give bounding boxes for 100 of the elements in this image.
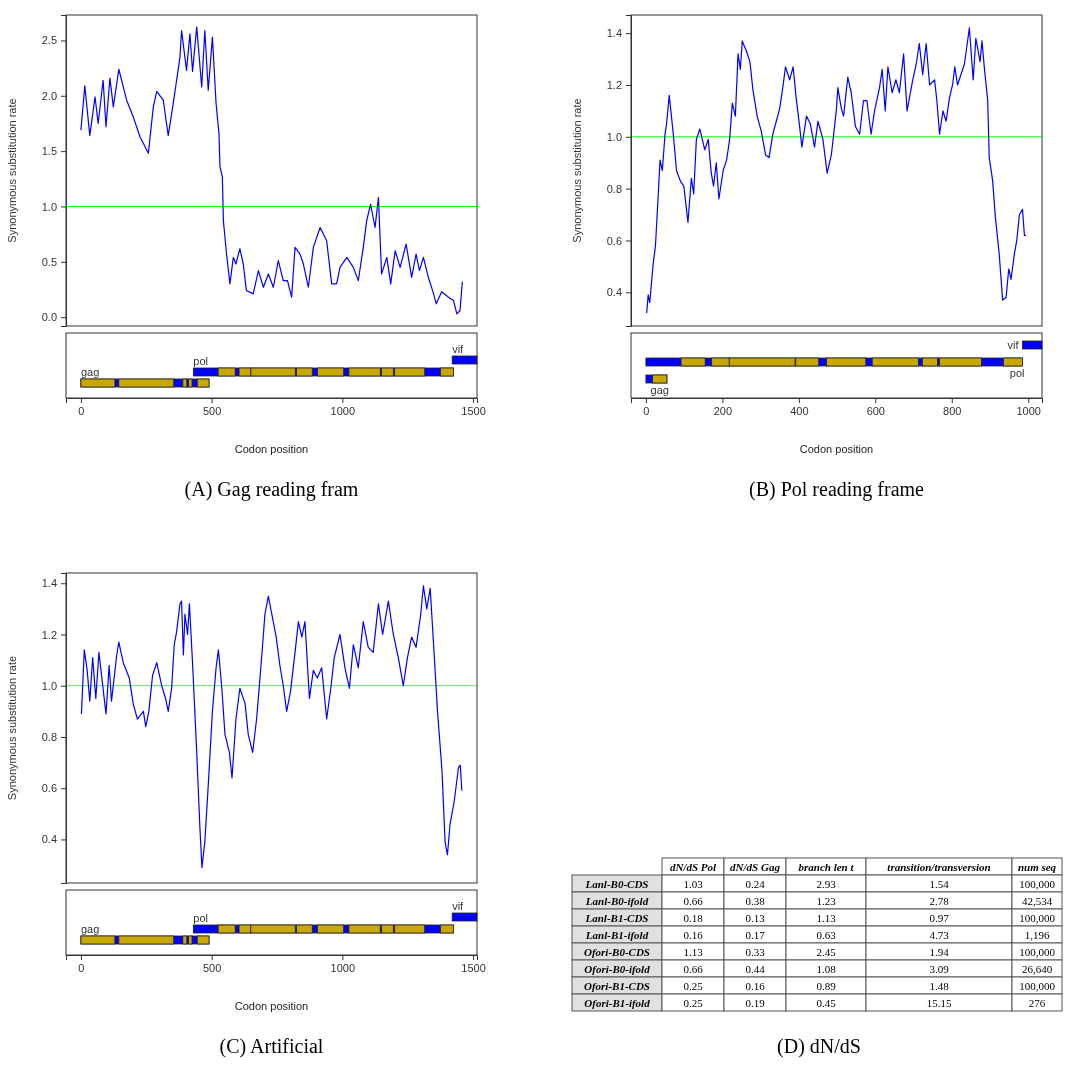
x-tick-label: 0 bbox=[78, 961, 85, 974]
data-label: 4.73 bbox=[929, 928, 950, 941]
line-series bbox=[80, 26, 463, 315]
y-tick-label: 1.2 bbox=[606, 78, 622, 91]
category-label: Lanl-B0-ifold bbox=[584, 894, 649, 907]
x-axis-title: Codon position bbox=[234, 1000, 309, 1012]
data-label: 0.13 bbox=[745, 911, 766, 924]
y-tick-label: 0.8 bbox=[41, 730, 57, 743]
y-axis-title: Synonymous substitution rate bbox=[6, 655, 18, 801]
data-label: 0.16 bbox=[683, 928, 704, 941]
y-tick-label: 0.6 bbox=[606, 234, 622, 247]
x-tick-label: 400 bbox=[790, 404, 809, 417]
y-tick-label: 0.4 bbox=[606, 286, 622, 299]
y-tick-label: 1.5 bbox=[41, 145, 57, 158]
category-label: Ofori-B0-ifold bbox=[584, 962, 651, 975]
data-label: 1.54 bbox=[929, 877, 950, 890]
series-label: dN/dS Gag bbox=[730, 860, 781, 873]
text: (A) Gag reading fram bbox=[184, 478, 359, 501]
series-label: num seq bbox=[1017, 860, 1057, 873]
data-label: 0.45 bbox=[816, 996, 837, 1009]
data-label: 0.16 bbox=[745, 979, 766, 992]
data-label: 0.63 bbox=[816, 928, 837, 941]
y-tick-label: 2.5 bbox=[41, 34, 57, 47]
text: vif bbox=[1007, 339, 1020, 351]
data-label: 100,000 bbox=[1019, 945, 1056, 958]
data-label: 0.44 bbox=[745, 962, 766, 975]
y-tick-label: 1.0 bbox=[41, 679, 57, 692]
data-label: 1.08 bbox=[816, 962, 837, 975]
text: pol bbox=[193, 912, 209, 924]
data-label: 1.94 bbox=[929, 945, 950, 958]
data-label: 100,000 bbox=[1019, 979, 1056, 992]
data-label: 0.66 bbox=[683, 894, 704, 907]
data-label: 0.17 bbox=[745, 928, 766, 941]
data-label: 1.13 bbox=[816, 911, 837, 924]
y-tick-label: 1.2 bbox=[41, 628, 57, 641]
x-tick-label: 600 bbox=[866, 404, 885, 417]
text: vif bbox=[452, 343, 465, 355]
y-axis-title: Synonymous substitution rate bbox=[6, 98, 18, 243]
data-label: 0.25 bbox=[683, 979, 704, 992]
data-label: 0.33 bbox=[745, 945, 766, 958]
category-label: Lanl-B0-CDS bbox=[584, 877, 649, 890]
data-label: 0.97 bbox=[929, 911, 950, 924]
x-tick-label: 0 bbox=[78, 404, 85, 417]
data-label: 15.15 bbox=[926, 996, 952, 1009]
data-label: 2.93 bbox=[816, 877, 837, 890]
y-tick-label: 2.0 bbox=[41, 89, 57, 102]
x-tick-label: 0 bbox=[643, 404, 650, 417]
y-tick-label: 1.0 bbox=[606, 130, 622, 143]
category-label: Ofori-B1-CDS bbox=[583, 979, 651, 992]
legend-label: transition/transversion bbox=[887, 860, 991, 873]
data-label: 2.45 bbox=[816, 945, 837, 958]
y-tick-label: 0.6 bbox=[41, 782, 57, 795]
x-tick-label: 200 bbox=[713, 404, 733, 417]
data-label: 0.19 bbox=[745, 996, 766, 1009]
data-label: 1.23 bbox=[816, 894, 837, 907]
x-axis-title: Codon position bbox=[799, 443, 874, 455]
data-label: 1,196 bbox=[1024, 928, 1050, 941]
line-series bbox=[646, 27, 1027, 314]
y-tick-label: 0.5 bbox=[41, 255, 57, 268]
line-series bbox=[80, 585, 463, 869]
x-tick-label: 500 bbox=[202, 404, 222, 417]
data-label: 100,000 bbox=[1019, 877, 1056, 890]
category-label: Ofori-B1-ifold bbox=[584, 996, 651, 1009]
category-label: Ofori-B0-CDS bbox=[583, 945, 651, 958]
data-label: 1.03 bbox=[683, 877, 704, 890]
data-label: 1.13 bbox=[683, 945, 704, 958]
data-label: 0.66 bbox=[683, 962, 704, 975]
data-label: 2.78 bbox=[929, 894, 950, 907]
series-label: branch len t bbox=[798, 860, 855, 873]
data-label: 100,000 bbox=[1019, 911, 1056, 924]
x-tick-label: 500 bbox=[202, 961, 222, 974]
x-tick-label: 1000 bbox=[1016, 404, 1041, 417]
data-label: 0.89 bbox=[816, 979, 837, 992]
y-tick-label: 0.4 bbox=[41, 833, 57, 846]
data-label: 42,534 bbox=[1021, 894, 1053, 907]
data-label: 1.48 bbox=[929, 979, 950, 992]
y-axis-title: Synonymous substitution rate bbox=[571, 98, 583, 243]
text: (C) Artificial bbox=[219, 1035, 324, 1058]
text: (B) Pol reading frame bbox=[749, 478, 925, 501]
text: gag bbox=[80, 366, 100, 378]
data-label: 0.18 bbox=[683, 911, 704, 924]
data-label: 0.25 bbox=[683, 996, 704, 1009]
text: pol bbox=[193, 355, 209, 367]
category-label: Lanl-B1-CDS bbox=[584, 911, 649, 924]
data-label: 0.24 bbox=[745, 877, 766, 890]
data-label: 3.09 bbox=[929, 962, 950, 975]
y-tick-label: 0.0 bbox=[41, 311, 57, 324]
x-tick-label: 1500 bbox=[461, 961, 486, 974]
text: gag bbox=[650, 384, 669, 396]
data-label: 0.38 bbox=[745, 894, 766, 907]
text: vif bbox=[452, 900, 465, 912]
data-label: 26,640 bbox=[1021, 962, 1053, 975]
x-tick-label: 800 bbox=[943, 404, 962, 417]
x-tick-label: 1000 bbox=[330, 404, 356, 417]
y-tick-label: 1.4 bbox=[606, 27, 622, 40]
data-label: 276 bbox=[1028, 996, 1046, 1009]
x-tick-label: 1500 bbox=[461, 404, 486, 417]
text: pol bbox=[1009, 367, 1025, 379]
text: (D) dN/dS bbox=[777, 1035, 861, 1058]
y-tick-label: 0.8 bbox=[606, 182, 622, 195]
